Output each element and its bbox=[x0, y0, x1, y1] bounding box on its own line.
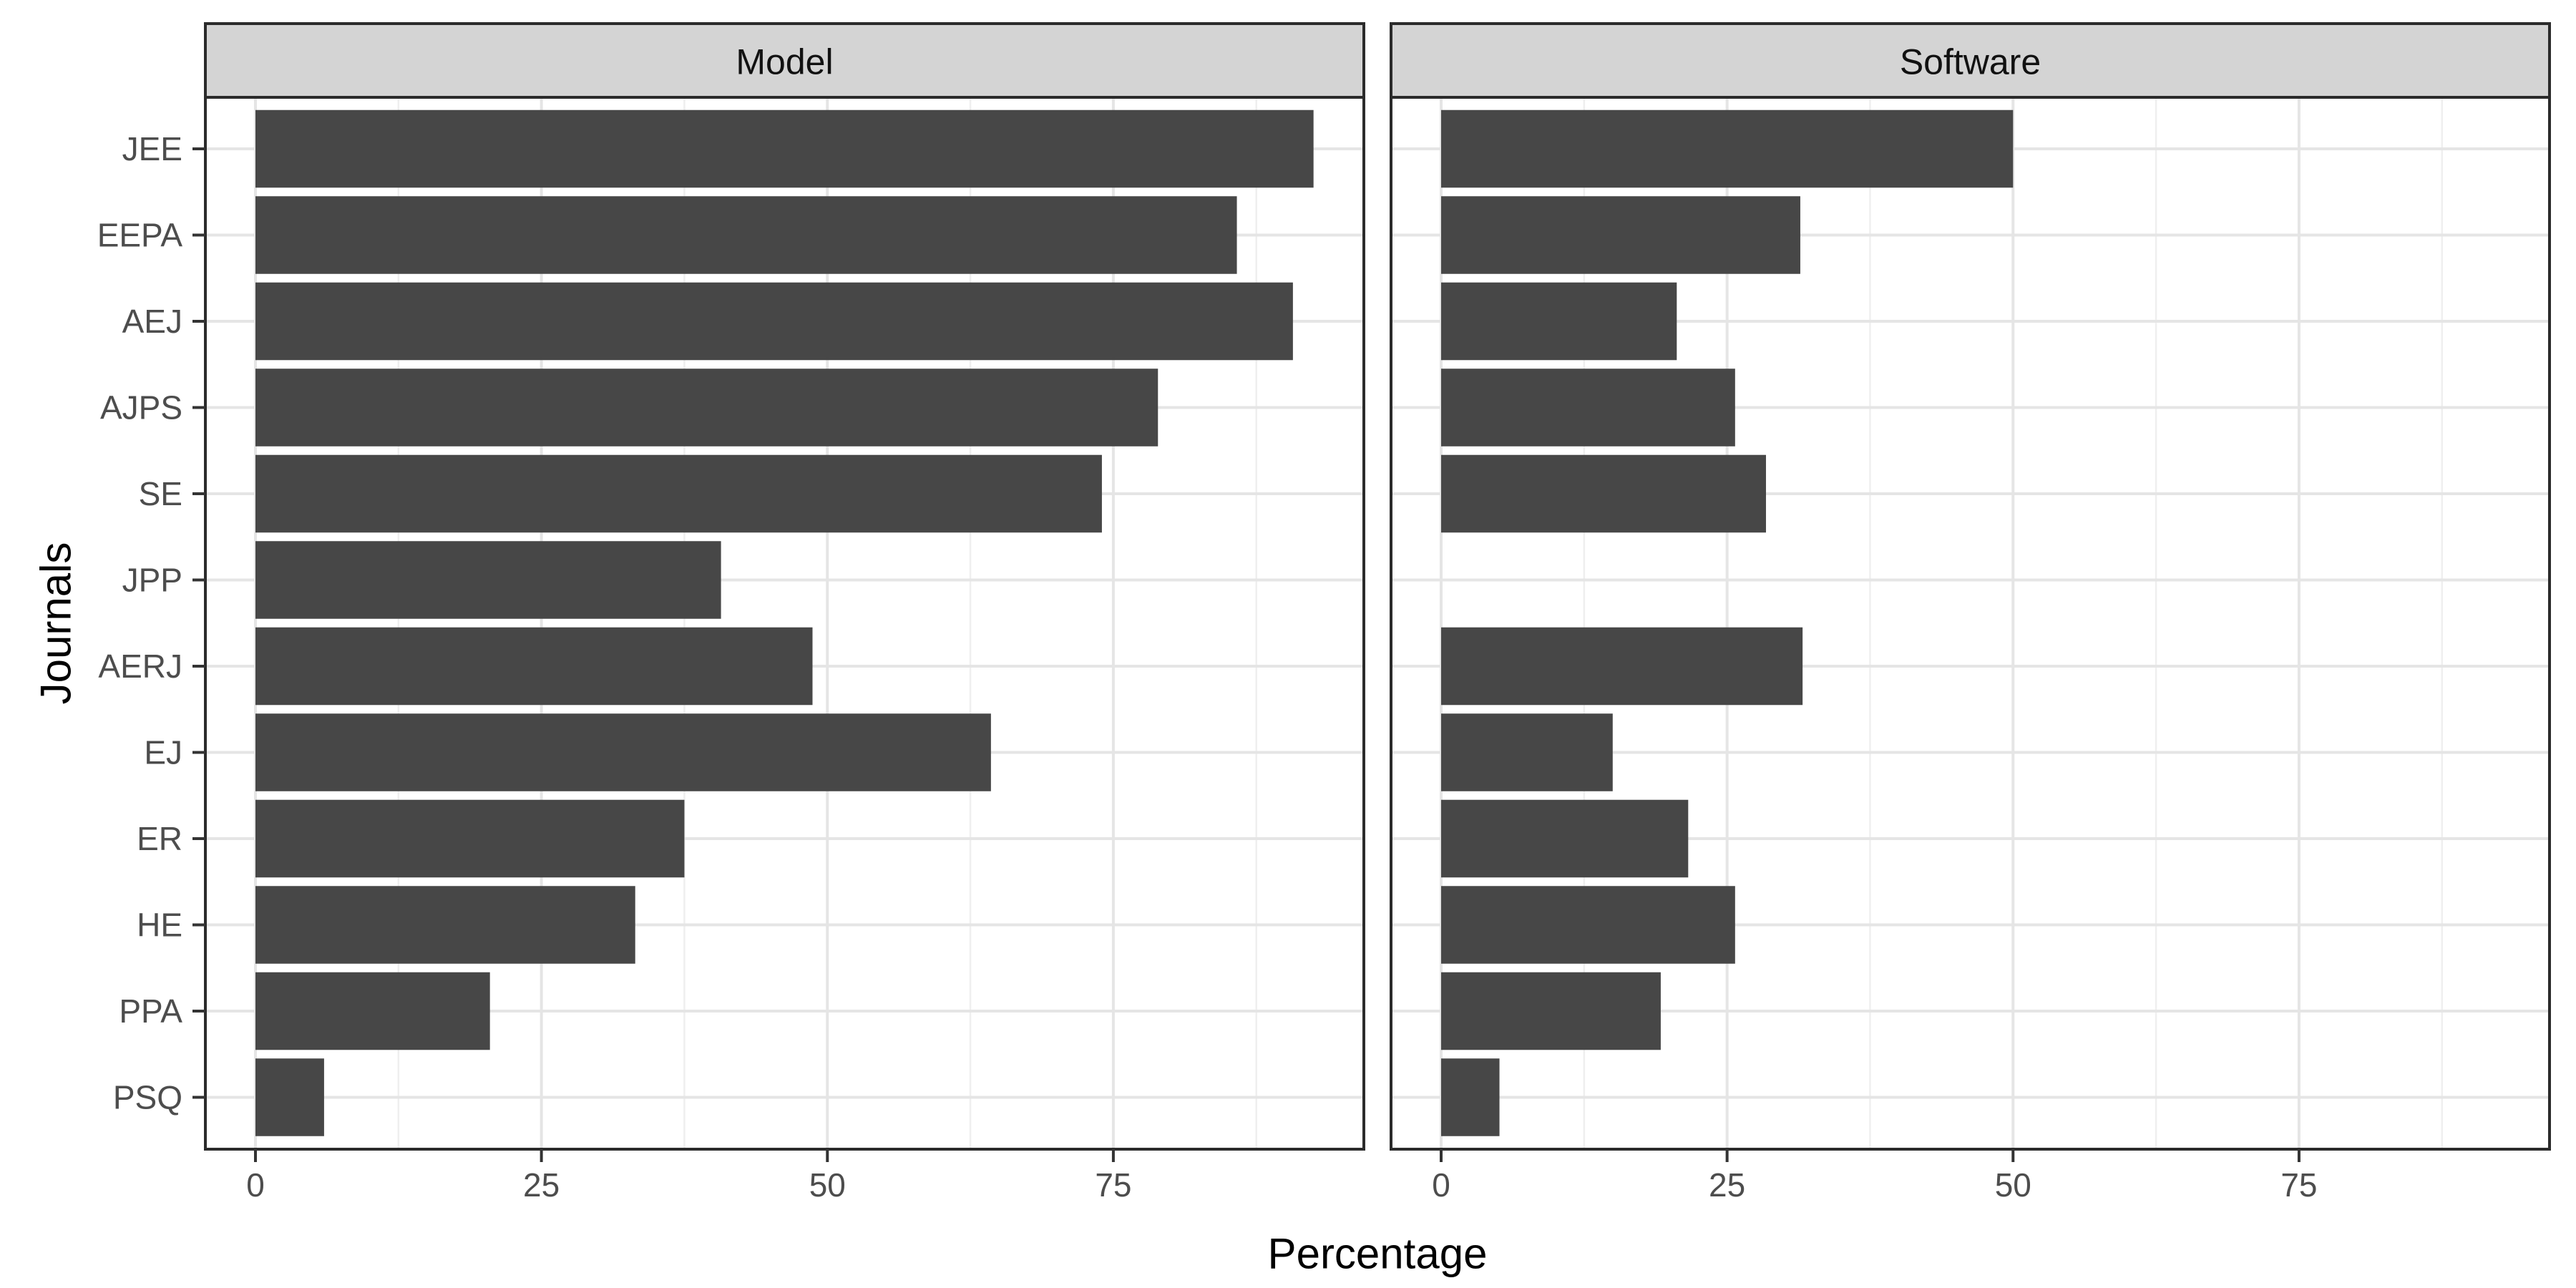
bar-software-ej bbox=[1441, 713, 1613, 791]
y-tick-label: ER bbox=[137, 820, 182, 857]
bar-software-eepa bbox=[1441, 196, 1800, 274]
facet-strip-label: Software bbox=[1900, 42, 2041, 82]
y-tick-label: SE bbox=[139, 475, 182, 512]
bar-software-aerj bbox=[1441, 627, 1803, 706]
bar-software-he bbox=[1441, 886, 1735, 964]
x-tick-label: 25 bbox=[523, 1166, 560, 1204]
bar-software-se bbox=[1441, 454, 1766, 533]
bar-model-se bbox=[255, 454, 1102, 533]
bar-software-psq bbox=[1441, 1058, 1500, 1136]
bar-model-ej bbox=[255, 713, 991, 791]
y-tick-label: EJ bbox=[144, 734, 182, 771]
x-tick-label: 0 bbox=[246, 1166, 265, 1204]
facet-strip bbox=[1390, 22, 2551, 99]
x-tick-label: 75 bbox=[2280, 1166, 2317, 1204]
bar-software-jee bbox=[1441, 109, 2014, 188]
y-axis-title: Journals bbox=[31, 542, 80, 705]
y-tick-label: AEJ bbox=[122, 303, 182, 340]
x-axis-title: Percentage bbox=[1267, 1229, 1488, 1278]
bar-model-aerj bbox=[255, 627, 813, 706]
y-tick-label: PPA bbox=[119, 992, 182, 1030]
y-tick-label: JPP bbox=[122, 562, 182, 599]
x-tick-label: 75 bbox=[1095, 1166, 1131, 1204]
y-tick-label: EEPA bbox=[97, 217, 183, 254]
bar-model-psq bbox=[255, 1058, 324, 1136]
facet-strip bbox=[204, 22, 1365, 99]
bar-model-he bbox=[255, 886, 635, 964]
facet-panel: Model 0 25 50 75 bbox=[204, 22, 1365, 1204]
y-tick-label: AERJ bbox=[98, 648, 182, 685]
facet-strip-label: Model bbox=[736, 42, 833, 82]
y-tick-label: HE bbox=[137, 907, 182, 944]
x-tick-label: 50 bbox=[809, 1166, 846, 1204]
facet-panel: Software 0 25 50 75 bbox=[1390, 22, 2551, 1204]
bar-model-jee bbox=[255, 109, 1314, 188]
bar-software-aej bbox=[1441, 282, 1677, 361]
bar-software-ppa bbox=[1441, 972, 1661, 1050]
y-tick-label: PSQ bbox=[113, 1079, 182, 1116]
bar-model-er bbox=[255, 799, 685, 878]
x-tick-label: 0 bbox=[1432, 1166, 1450, 1204]
bar-model-aej bbox=[255, 282, 1293, 361]
bar-model-ajps bbox=[255, 369, 1158, 447]
bar-software-ajps bbox=[1441, 369, 1735, 447]
bar-model-ppa bbox=[255, 972, 490, 1050]
bar-model-jpp bbox=[255, 541, 721, 619]
x-tick-label: 25 bbox=[1709, 1166, 1745, 1204]
y-tick-label: AJPS bbox=[100, 389, 182, 426]
bar-software-er bbox=[1441, 799, 1689, 878]
y-tick-label: JEE bbox=[122, 130, 182, 167]
x-tick-label: 50 bbox=[1995, 1166, 2031, 1204]
bar-model-eepa bbox=[255, 196, 1237, 274]
